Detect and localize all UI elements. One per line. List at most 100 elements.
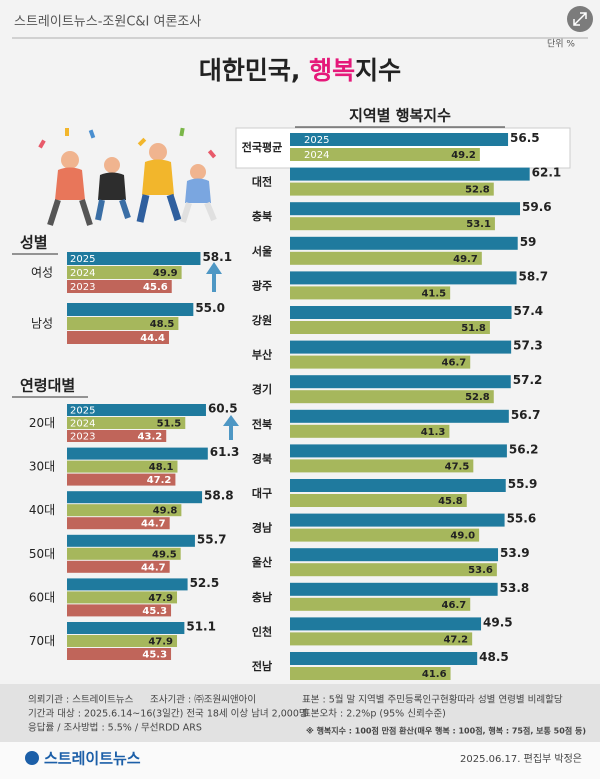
bar bbox=[67, 303, 194, 316]
legend-label: 2025 bbox=[70, 406, 95, 417]
value-label: 45.6 bbox=[143, 282, 168, 293]
value-label: 46.7 bbox=[442, 358, 467, 369]
value-label: 44.7 bbox=[141, 562, 166, 573]
bar bbox=[290, 202, 521, 216]
value-label: 58.8 bbox=[204, 489, 234, 503]
category-label: 충남 bbox=[252, 590, 272, 604]
value-label: 47.2 bbox=[147, 475, 172, 486]
category-label: 충북 bbox=[252, 209, 272, 223]
bar bbox=[67, 430, 167, 442]
category-label: 70대 bbox=[29, 634, 55, 648]
value-label: 49.0 bbox=[450, 531, 475, 542]
value-label: 43.2 bbox=[138, 432, 163, 443]
value-label: 56.7 bbox=[511, 408, 541, 422]
bar bbox=[67, 648, 172, 660]
value-label: 53.6 bbox=[468, 565, 493, 576]
value-label: 45.3 bbox=[142, 650, 167, 661]
value-label: 59.6 bbox=[522, 200, 552, 214]
chart-title: 지역별 행복지수 bbox=[349, 107, 451, 125]
category-label: 서울 bbox=[252, 244, 272, 258]
value-label: 57.4 bbox=[514, 304, 544, 318]
bar bbox=[290, 548, 499, 562]
category-label: 전국평균 bbox=[242, 140, 282, 154]
value-label: 46.7 bbox=[442, 600, 467, 611]
category-label: 대전 bbox=[252, 175, 272, 189]
category-label: 광주 bbox=[252, 279, 272, 292]
value-label: 55.7 bbox=[197, 532, 227, 546]
bar bbox=[67, 404, 206, 416]
value-label: 55.0 bbox=[195, 301, 225, 315]
value-label: 47.9 bbox=[148, 593, 173, 604]
category-label: 30대 bbox=[29, 460, 55, 474]
value-label: 45.3 bbox=[142, 606, 167, 617]
bar bbox=[290, 444, 507, 458]
bar bbox=[67, 635, 178, 647]
bar bbox=[290, 459, 474, 473]
value-label: 48.5 bbox=[150, 319, 175, 330]
category-label: 60대 bbox=[29, 590, 55, 604]
category-label: 전북 bbox=[252, 417, 272, 431]
bar bbox=[290, 528, 480, 542]
logo: 스트레이트뉴스 bbox=[44, 750, 141, 768]
value-label: 49.2 bbox=[451, 150, 476, 161]
header-source: 스트레이트뉴스-조원C&I 여론조사 bbox=[14, 15, 201, 30]
bar bbox=[67, 534, 195, 547]
bar bbox=[67, 317, 179, 330]
value-label: 59 bbox=[520, 235, 537, 249]
footer-text: 표본오차 : 2.2%p (95% 신뢰수준) bbox=[302, 708, 446, 720]
footer-text: 의뢰기관 : 스트레이트뉴스 bbox=[28, 695, 134, 706]
title-part: 대한민국, bbox=[199, 56, 309, 85]
bar bbox=[290, 632, 473, 646]
category-label: 부산 bbox=[252, 348, 272, 362]
footer-note: ※ 행복지수 : 100점 만점 환산(매우 행복 : 100점, 행복 : 7… bbox=[306, 726, 586, 736]
bar bbox=[67, 460, 178, 473]
bar bbox=[67, 417, 186, 429]
value-label: 55.9 bbox=[508, 477, 538, 491]
value-label: 60.5 bbox=[208, 402, 238, 416]
legend-label: 2023 bbox=[70, 432, 95, 443]
bar bbox=[290, 217, 495, 231]
bar bbox=[67, 266, 182, 279]
bar bbox=[290, 182, 494, 196]
expand-icon bbox=[573, 12, 587, 26]
bar bbox=[290, 236, 518, 250]
up-arrow bbox=[206, 262, 222, 292]
illustration bbox=[38, 127, 217, 226]
bar bbox=[67, 547, 181, 560]
bar bbox=[290, 424, 450, 438]
title-highlight: 행복 bbox=[309, 56, 355, 85]
legend-label: 2024 bbox=[70, 419, 95, 430]
bar bbox=[290, 148, 480, 161]
value-label: 58.7 bbox=[519, 269, 549, 283]
bar bbox=[67, 517, 170, 530]
value-label: 57.3 bbox=[513, 339, 543, 353]
value-label: 49.9 bbox=[153, 268, 178, 279]
value-label: 44.7 bbox=[141, 519, 166, 530]
bar bbox=[290, 409, 509, 423]
value-label: 52.8 bbox=[465, 392, 490, 403]
category-label: 전남 bbox=[252, 659, 272, 673]
value-label: 51.1 bbox=[186, 620, 216, 634]
chart-title: 성별 bbox=[20, 234, 48, 252]
value-label: 41.3 bbox=[421, 427, 446, 438]
value-label: 51.8 bbox=[461, 323, 486, 334]
bar bbox=[290, 340, 512, 354]
bar bbox=[67, 280, 172, 293]
bar bbox=[290, 167, 530, 181]
bar bbox=[67, 560, 170, 573]
value-label: 52.8 bbox=[465, 185, 490, 196]
bar bbox=[67, 491, 203, 504]
chart-title: 연령대별 bbox=[20, 377, 75, 395]
bar bbox=[290, 133, 509, 146]
footer-text: 응답률 / 조사방법 : 5.5% / 무선RDD ARS bbox=[28, 722, 202, 734]
value-label: 45.8 bbox=[438, 496, 463, 507]
category-label: 50대 bbox=[29, 547, 55, 561]
unit-label: 단위 % bbox=[547, 39, 575, 50]
bar bbox=[290, 355, 471, 369]
value-label: 52.5 bbox=[190, 576, 220, 590]
footer-text: 표본 : 5월 말 지역별 주민등록인구현황따라 성별 연령별 비례할당 bbox=[302, 694, 563, 706]
bar bbox=[290, 667, 451, 680]
category-label: 대구 bbox=[252, 486, 272, 500]
